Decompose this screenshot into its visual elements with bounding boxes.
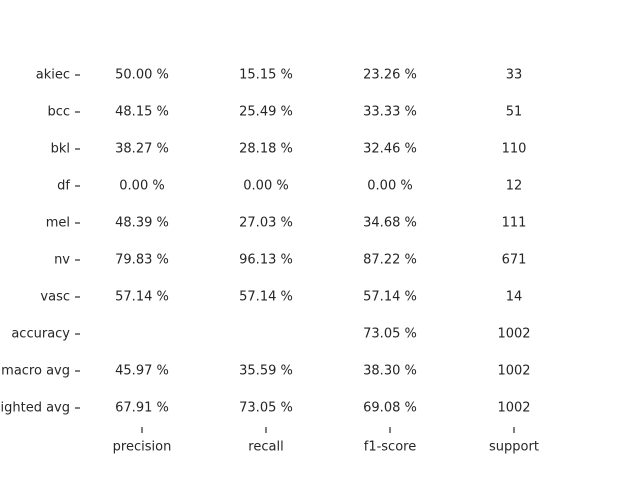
cell-nv-precision: 79.83 % bbox=[115, 253, 169, 268]
cell-df-f1-score: 0.00 % bbox=[367, 179, 412, 194]
cell-bkl-recall: 28.18 % bbox=[239, 142, 293, 157]
cell-accuracy-support: 1002 bbox=[497, 327, 530, 342]
cell-bcc-recall: 25.49 % bbox=[239, 105, 293, 120]
cell-akiec-f1-score: 23.26 % bbox=[363, 68, 417, 83]
cell-bkl-f1-score: 32.46 % bbox=[363, 142, 417, 157]
column-label-support: support bbox=[489, 440, 539, 455]
column-label-f1-score: f1-score bbox=[364, 440, 416, 455]
cell-weighted-avg-precision: 67.91 % bbox=[115, 401, 169, 416]
cell-weighted-avg-support: 1002 bbox=[497, 401, 530, 416]
cell-vasc-support: 14 bbox=[506, 290, 523, 305]
cell-vasc-recall: 57.14 % bbox=[239, 290, 293, 305]
row-label-df: df bbox=[57, 179, 70, 194]
cell-bcc-f1-score: 33.33 % bbox=[363, 105, 417, 120]
row-label-vasc: vasc bbox=[40, 290, 70, 305]
cell-df-support: 12 bbox=[506, 179, 523, 194]
cell-mel-f1-score: 34.68 % bbox=[363, 216, 417, 231]
cell-df-precision: 0.00 % bbox=[119, 179, 164, 194]
cell-weighted-avg-f1-score: 69.08 % bbox=[363, 401, 417, 416]
row-label-akiec: akiec bbox=[36, 68, 70, 83]
cell-bcc-support: 51 bbox=[506, 105, 523, 120]
cell-nv-support: 671 bbox=[502, 253, 527, 268]
cell-mel-support: 111 bbox=[502, 216, 527, 231]
row-labels: akiec bcc bkl df mel nv vasc accuracy macro avg w… bbox=[0, 68, 80, 416]
cell-macro-avg-support: 1002 bbox=[497, 364, 530, 379]
cell-akiec-precision: 50.00 % bbox=[115, 68, 169, 83]
cell-akiec-support: 33 bbox=[506, 68, 523, 83]
row-label-mel: mel bbox=[46, 216, 70, 231]
cell-df-recall: 0.00 % bbox=[243, 179, 288, 194]
cell-nv-recall: 96.13 % bbox=[239, 253, 293, 268]
row-label-weighted-avg: weighted avg bbox=[0, 401, 70, 416]
cell-bkl-precision: 38.27 % bbox=[115, 142, 169, 157]
cell-mel-recall: 27.03 % bbox=[239, 216, 293, 231]
column-labels: precision recall f1-score support bbox=[113, 427, 539, 455]
row-label-macro-avg: macro avg bbox=[1, 364, 70, 379]
cell-weighted-avg-recall: 73.05 % bbox=[239, 401, 293, 416]
cell-bcc-precision: 48.15 % bbox=[115, 105, 169, 120]
column-label-precision: precision bbox=[113, 440, 172, 455]
row-label-bcc: bcc bbox=[47, 105, 70, 120]
cell-macro-avg-precision: 45.97 % bbox=[115, 364, 169, 379]
row-label-bkl: bkl bbox=[51, 142, 70, 157]
cell-vasc-f1-score: 57.14 % bbox=[363, 290, 417, 305]
row-label-accuracy: accuracy bbox=[11, 327, 70, 342]
cell-vasc-precision: 57.14 % bbox=[115, 290, 169, 305]
cell-mel-precision: 48.39 % bbox=[115, 216, 169, 231]
column-label-recall: recall bbox=[248, 440, 283, 455]
cell-macro-avg-recall: 35.59 % bbox=[239, 364, 293, 379]
cell-nv-f1-score: 87.22 % bbox=[363, 253, 417, 268]
cell-bkl-support: 110 bbox=[502, 142, 527, 157]
row-label-nv: nv bbox=[54, 253, 70, 268]
cell-macro-avg-f1-score: 38.30 % bbox=[363, 364, 417, 379]
table-cells: 50.00 % 15.15 % 23.26 % 33 48.15 % 25.49 % 33.… bbox=[115, 68, 530, 416]
cell-akiec-recall: 15.15 % bbox=[239, 68, 293, 83]
cell-accuracy-f1-score: 73.05 % bbox=[363, 327, 417, 342]
